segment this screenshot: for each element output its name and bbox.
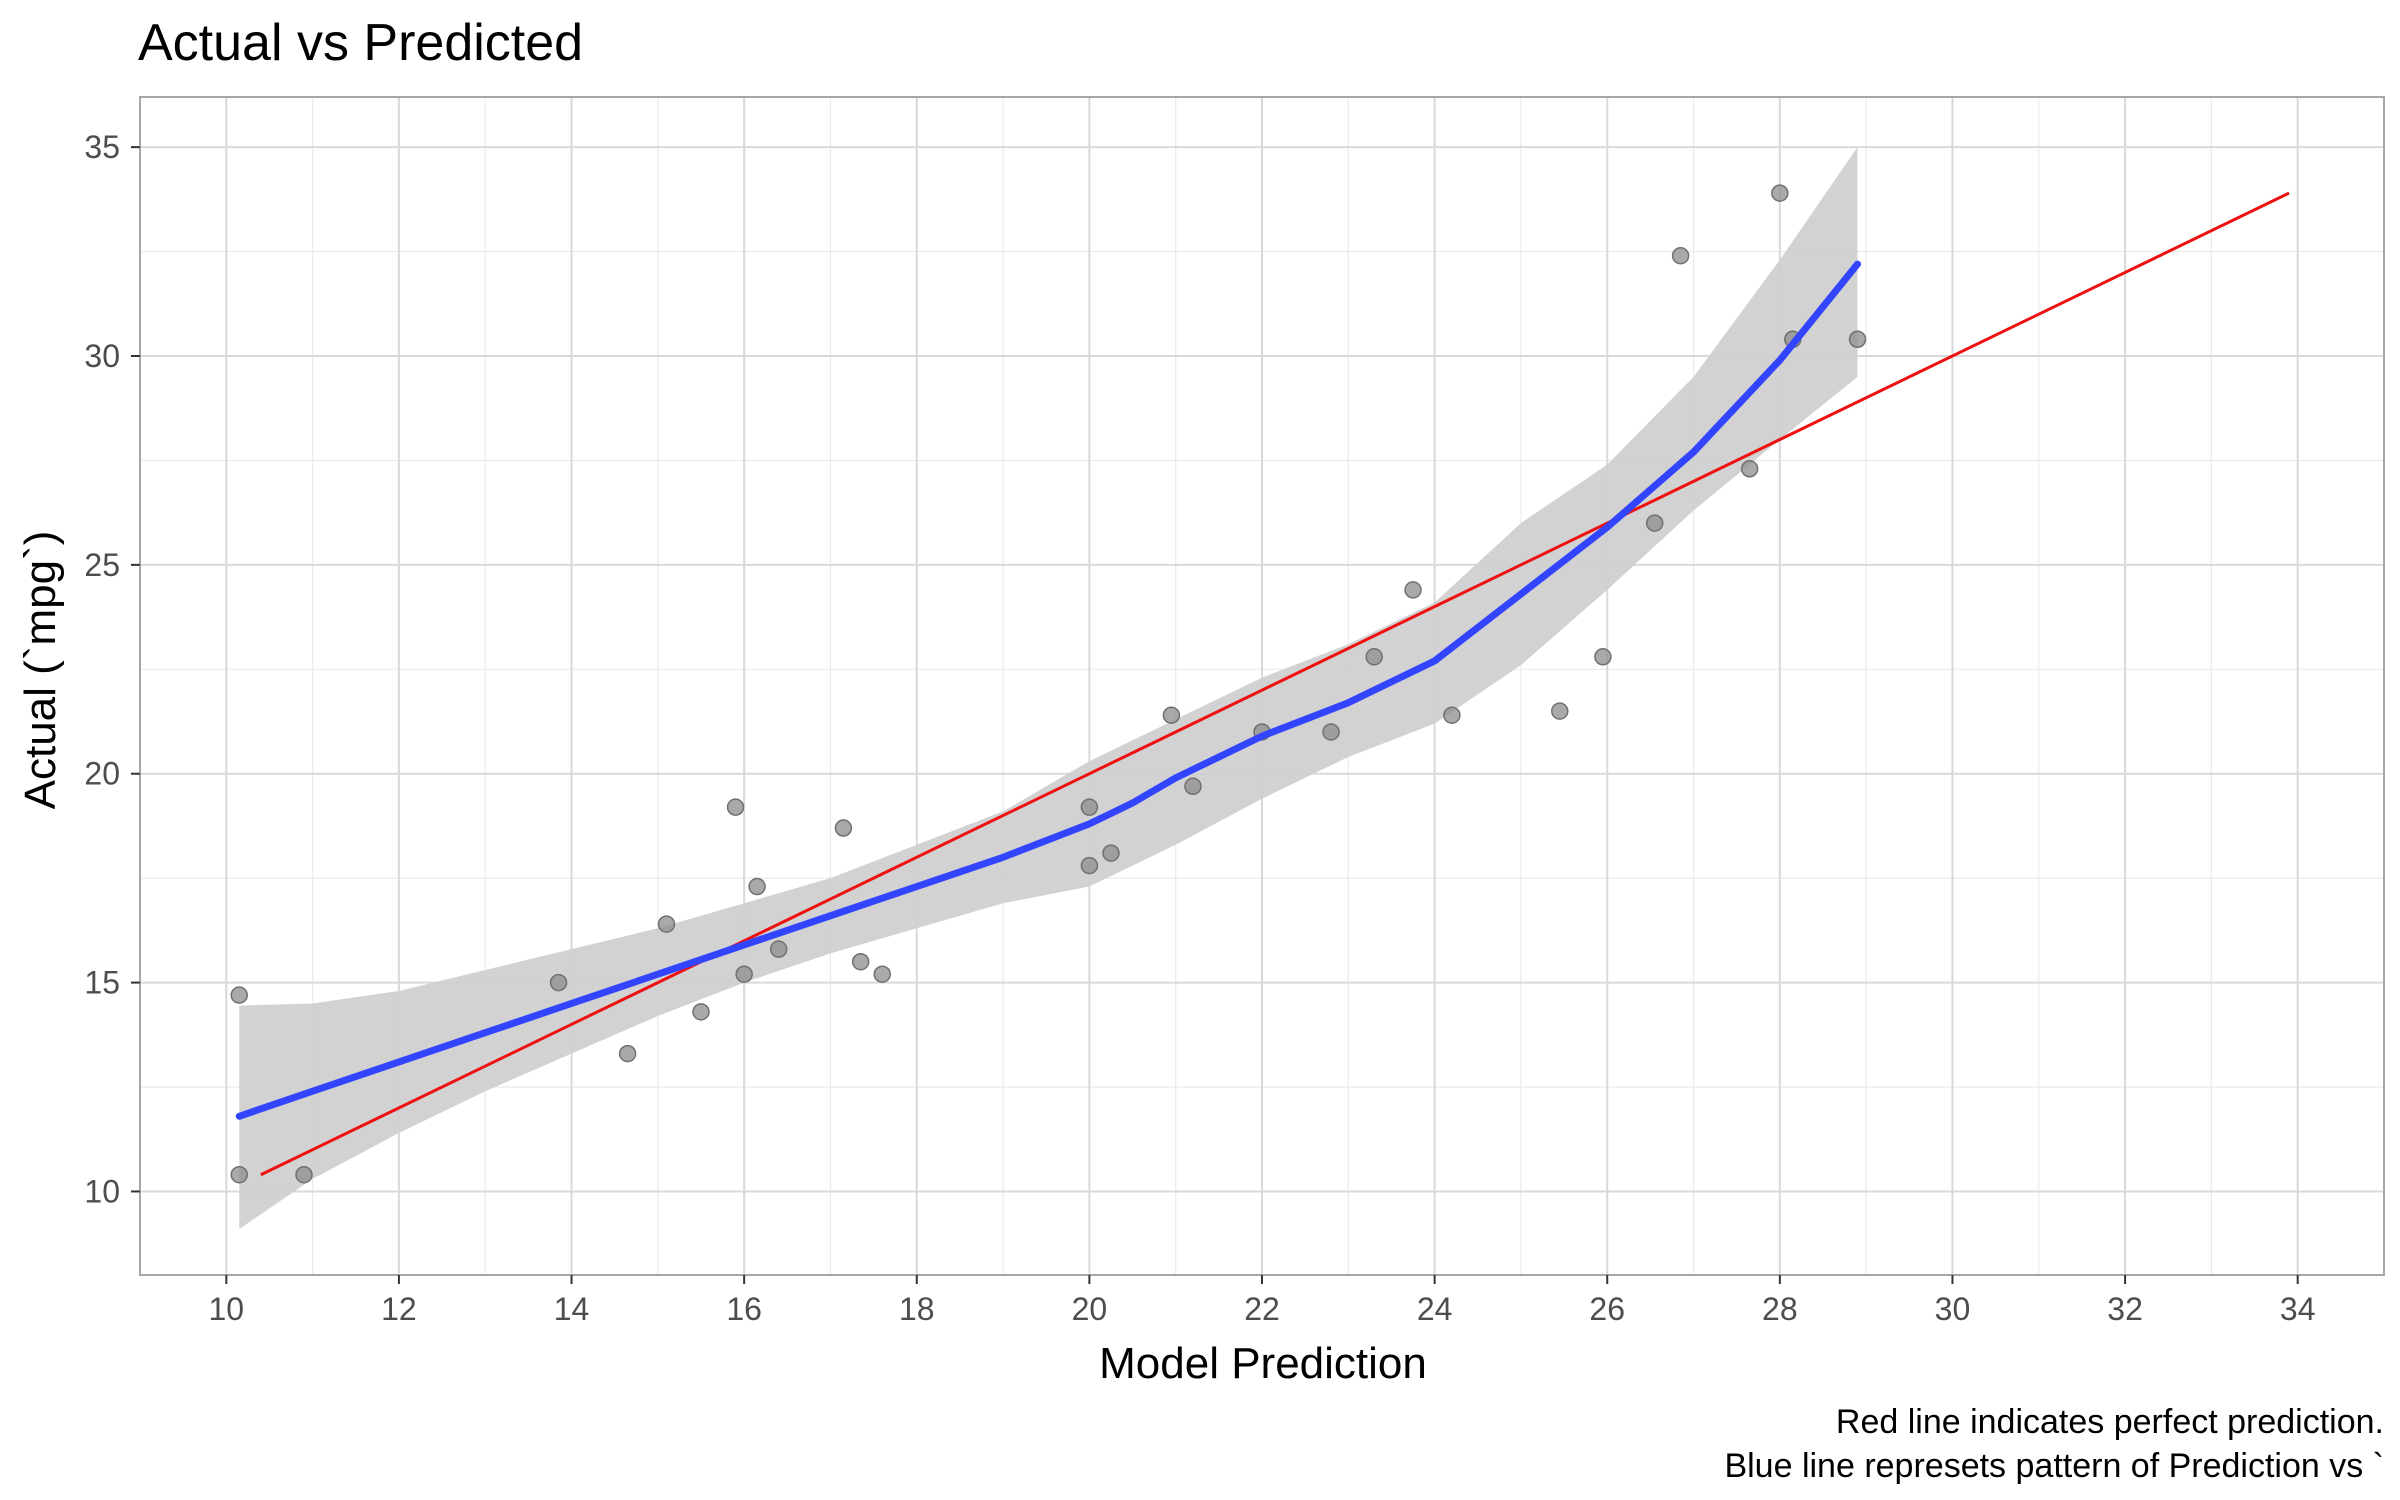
data-point (1404, 581, 1422, 599)
y-tick-label: 35 (84, 129, 120, 165)
y-axis: 10 15 20 25 30 35 (84, 129, 140, 1209)
data-point (1443, 706, 1461, 724)
y-axis-title: Actual (`mpg`) (16, 531, 65, 810)
x-tick-label: 10 (209, 1291, 245, 1327)
data-point (1594, 648, 1612, 666)
y-tick-label: 20 (84, 756, 120, 792)
data-point (1365, 648, 1383, 666)
x-tick-label: 16 (726, 1291, 762, 1327)
x-tick-label: 14 (554, 1291, 590, 1327)
perfect-prediction-line (260, 191, 2290, 1177)
data-point (230, 1165, 249, 1184)
x-tick-label: 12 (381, 1291, 417, 1327)
data-point (1671, 246, 1690, 265)
data-point (295, 1165, 313, 1184)
x-tick-label: 28 (1762, 1291, 1798, 1327)
data-point (1162, 706, 1181, 724)
confidence-ribbon (239, 147, 1858, 1230)
data-point (1645, 514, 1664, 532)
plot-panel (139, 96, 2385, 1276)
data-point (726, 798, 745, 816)
data-point (873, 965, 891, 983)
x-axis: 10 12 14 16 18 20 22 24 26 28 30 32 34 (209, 1275, 2316, 1327)
caption-line-1: Red line indicates perfect prediction. (1836, 1403, 2384, 1441)
x-tick-label: 26 (1589, 1291, 1625, 1327)
data-point (1080, 856, 1099, 875)
x-tick-label: 30 (1935, 1291, 1971, 1327)
data-point (230, 986, 249, 1004)
data-point (549, 973, 568, 992)
data-points (230, 184, 1867, 1184)
data-point (1771, 184, 1789, 202)
data-point (769, 940, 788, 958)
y-tick-label: 30 (84, 338, 120, 374)
x-tick-label: 32 (2107, 1291, 2143, 1327)
x-tick-label: 22 (1244, 1291, 1280, 1327)
data-point (1848, 330, 1867, 349)
data-point (1322, 723, 1340, 741)
chart-title: Actual vs Predicted (138, 14, 583, 72)
data-point (1102, 844, 1120, 862)
data-point (692, 1003, 710, 1021)
data-point (1080, 798, 1099, 816)
data-point (1184, 777, 1202, 796)
data-point (735, 965, 753, 983)
x-tick-label: 18 (899, 1291, 935, 1327)
data-point (834, 819, 853, 837)
data-point (657, 915, 676, 933)
y-tick-label: 25 (84, 547, 120, 583)
x-tick-label: 20 (1072, 1291, 1108, 1327)
x-axis-title: Model Prediction (1099, 1339, 1427, 1388)
grid-major (140, 97, 2384, 1275)
y-tick-label: 15 (84, 965, 120, 1001)
data-point (618, 1044, 637, 1063)
y-tick-label: 10 (84, 1173, 120, 1209)
data-point (1740, 460, 1759, 478)
caption-line-2: Blue line represets pattern of Predictio… (1724, 1447, 2384, 1485)
data-point (1551, 702, 1569, 720)
x-tick-label: 34 (2280, 1291, 2316, 1327)
data-point (748, 877, 766, 896)
data-point (851, 952, 870, 971)
smooth-trend-line (235, 260, 1862, 1120)
x-tick-label: 24 (1417, 1291, 1453, 1327)
